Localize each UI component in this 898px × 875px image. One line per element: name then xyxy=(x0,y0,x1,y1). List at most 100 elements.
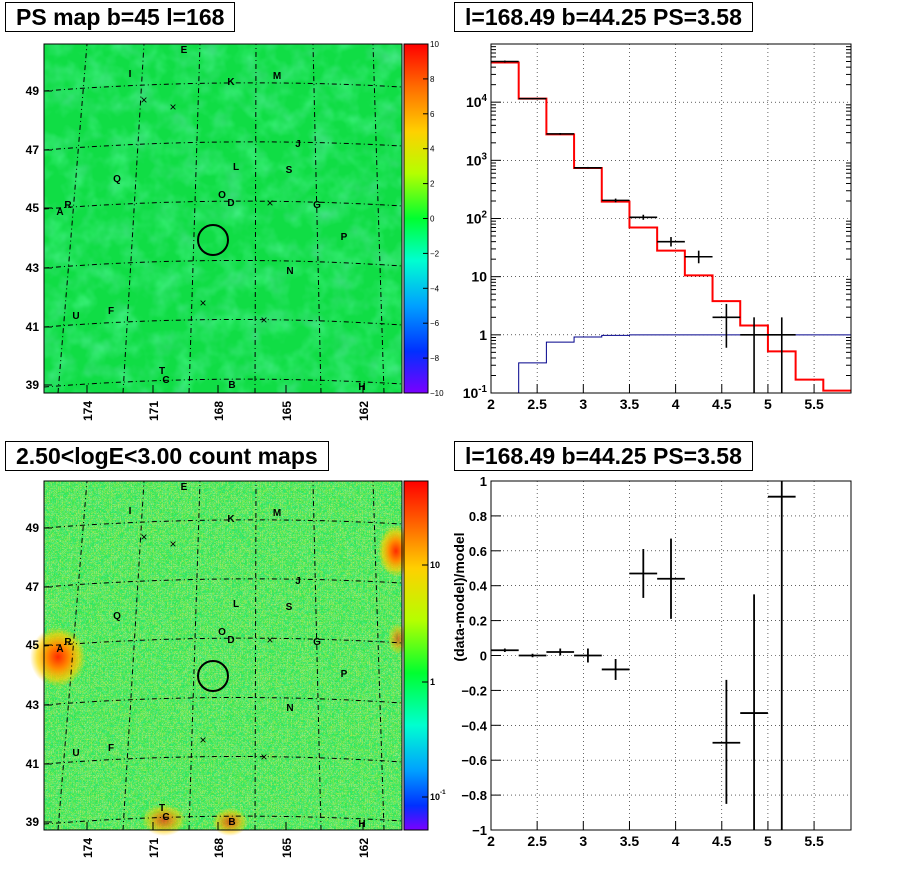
x-tick-label: 162 xyxy=(357,401,371,421)
map-frame xyxy=(43,480,403,831)
colorbar-tick-label: 10 xyxy=(430,40,439,49)
source-label: B xyxy=(228,817,235,828)
y-tick-label: 0.6 xyxy=(469,544,487,559)
y-tick-label: 1 xyxy=(480,474,487,489)
source-label: P xyxy=(341,669,348,680)
colorbar-tick-label: 0 xyxy=(430,215,435,224)
source-marker: × xyxy=(266,196,273,210)
data-point xyxy=(491,60,519,63)
data-point xyxy=(712,303,741,348)
x-tick-label: 2.5 xyxy=(527,396,547,412)
lon-line xyxy=(254,480,257,831)
data-point xyxy=(574,166,602,169)
colorbar-tick-label: 2 xyxy=(430,180,435,189)
lon-line xyxy=(57,480,88,831)
ps-map-title: PS map b=45 l=168 xyxy=(5,2,236,32)
data-point xyxy=(657,538,685,619)
y-tick-label: 0.2 xyxy=(469,614,487,629)
colorbar-tick-label: 1 xyxy=(430,677,435,687)
y-tick-label: 49 xyxy=(26,521,40,535)
data-point xyxy=(546,648,575,656)
data-point xyxy=(657,237,685,247)
residual-title: l=168.49 b=44.25 PS=3.58 xyxy=(454,441,753,471)
x-tick-label: 174 xyxy=(81,838,95,858)
x-tick-label: 2 xyxy=(487,833,495,849)
x-tick-label: 5 xyxy=(764,396,772,412)
y-tick-label: 1 xyxy=(479,327,487,343)
source-marker: × xyxy=(199,296,206,310)
source-label: K xyxy=(227,77,235,88)
data-point xyxy=(629,214,658,220)
colorbar-tick-label: 10 xyxy=(430,560,440,570)
source-label: D xyxy=(227,635,234,646)
y-tick-label: −0.6 xyxy=(461,753,487,768)
ps-map-panel: E I K M J L S Q O D A R G P N U F T C B H × × × × × 174 171 168 165 16… xyxy=(0,0,449,437)
x-tick-label: 171 xyxy=(147,401,161,421)
source-label: R xyxy=(64,637,72,648)
target-circle xyxy=(197,660,229,692)
source-label: F xyxy=(108,743,114,754)
y-tick-label: 0.8 xyxy=(469,509,487,524)
x-tick-label: 2 xyxy=(487,396,495,412)
colorbar-tick-label: −8 xyxy=(430,354,440,363)
x-tick-label: 5.5 xyxy=(804,396,824,412)
colorbar-tick-label: 8 xyxy=(430,75,435,84)
y-tick-label: 47 xyxy=(26,143,40,157)
data-point xyxy=(518,97,547,100)
source-label: R xyxy=(64,200,72,211)
x-tick-label: 3.5 xyxy=(620,833,640,849)
colorbar-tick-label: 10-1 xyxy=(430,789,446,802)
x-tick-label: 174 xyxy=(81,401,95,421)
x-tick-label: 168 xyxy=(212,401,226,421)
source-label: C xyxy=(162,375,169,386)
y-tick-label: 39 xyxy=(26,378,40,392)
y-tick-label: 43 xyxy=(26,698,40,712)
data-point xyxy=(740,317,768,393)
source-label: H xyxy=(358,382,365,393)
map-texture xyxy=(44,481,402,830)
count-map-title: 2.50<logE<3.00 count maps xyxy=(5,441,329,471)
source-label: K xyxy=(227,514,235,525)
colorbar-tick-label: −10 xyxy=(430,389,444,398)
lon-line xyxy=(188,480,201,831)
hotspot-bottom-b xyxy=(212,808,248,836)
source-label: M xyxy=(273,71,281,82)
x-tick-label: 168 xyxy=(212,838,226,858)
y-tick-label: −0.2 xyxy=(461,683,487,698)
source-label: T xyxy=(159,366,165,377)
count-map-chart: E I K M J L S Q OD AR G P N U F TC B H × × × × × 174 171 168 165 16… xyxy=(26,480,446,858)
lon-line xyxy=(122,43,145,394)
data-point xyxy=(546,133,575,135)
lon-line xyxy=(57,43,88,394)
source-marker: × xyxy=(199,733,206,747)
y-tick-label: 10-1 xyxy=(463,384,488,401)
x-tick-label: 171 xyxy=(147,838,161,858)
spectrum-panel: 2 2.5 3 3.5 4 4.5 5 5.5 10-1 1 10 102 103 104 l=168.4… xyxy=(449,0,898,437)
source-label: E xyxy=(181,482,188,493)
source-label: M xyxy=(273,508,281,519)
count-map-panel: E I K M J L S Q O D A R G P N U F T C B H × × × × × 174 171 168 165 16… xyxy=(0,437,449,875)
source-label: Q xyxy=(113,611,121,622)
lon-line xyxy=(312,43,322,394)
lon-line xyxy=(372,480,385,831)
residual-chart: 2 2.5 3 3.5 4 4.5 5 5.5 1 0.8 0.6 0.4 0.2 0 −0.2 −0.4 −0… xyxy=(451,474,852,849)
source-label: L xyxy=(233,162,239,173)
x-tick-label: 4.5 xyxy=(712,833,732,849)
y-tick-label: 41 xyxy=(26,757,40,771)
data-point xyxy=(767,317,796,393)
source-label: J xyxy=(295,576,301,587)
source-label: N xyxy=(286,266,293,277)
data-point xyxy=(684,250,713,264)
source-label: G xyxy=(313,200,321,211)
source-label: B xyxy=(228,380,235,391)
x-tick-label: 3 xyxy=(579,833,587,849)
lon-line xyxy=(312,480,322,831)
x-tick-label: 2.5 xyxy=(527,833,547,849)
y-tick-label: 45 xyxy=(26,201,40,215)
data-point xyxy=(574,648,602,663)
y-tick-label: 10 xyxy=(471,269,487,285)
source-label: S xyxy=(286,165,293,176)
y-axis-label: (data-model)/model xyxy=(451,532,467,661)
source-marker: × xyxy=(140,530,147,544)
y-tick-label: 39 xyxy=(26,815,40,829)
